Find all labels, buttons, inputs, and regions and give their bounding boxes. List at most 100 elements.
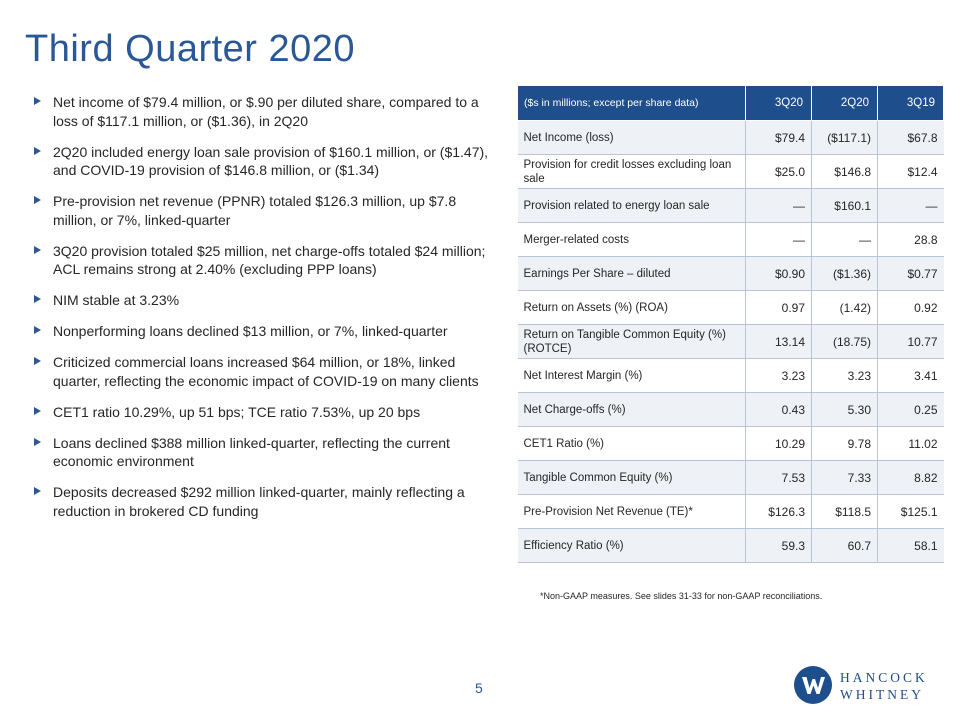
financial-summary-table: ($s in millions; except per share data) … bbox=[517, 85, 944, 563]
bullet-item: Loans declined $388 million linked-quart… bbox=[33, 434, 493, 471]
bullet-arrow-icon bbox=[34, 406, 41, 415]
bullet-text: Nonperforming loans declined $13 million… bbox=[53, 323, 448, 339]
bullet-text: 3Q20 provision totaled $25 million, net … bbox=[53, 242, 486, 278]
table-row: CET1 Ratio (%) 10.29 9.78 11.02 bbox=[517, 426, 944, 461]
cell-3q20: 59.3 bbox=[745, 528, 812, 563]
table-row: Return on Tangible Common Equity (%) (RO… bbox=[517, 324, 944, 359]
cell-3q20: 7.53 bbox=[745, 460, 812, 495]
page-number: 5 bbox=[475, 680, 483, 696]
bullet-item: Criticized commercial loans increased $6… bbox=[33, 353, 493, 390]
cell-3q19: 28.8 bbox=[877, 222, 944, 257]
cell-3q19: $0.77 bbox=[877, 256, 944, 291]
cell-3q19: $125.1 bbox=[877, 494, 944, 529]
logo-line-2: WHITNEY bbox=[840, 687, 924, 702]
table-header-2q20: 2Q20 bbox=[811, 85, 878, 121]
row-label: Return on Tangible Common Equity (%) (RO… bbox=[517, 324, 746, 359]
bullet-item: Deposits decreased $292 million linked-q… bbox=[33, 483, 493, 520]
table-row: Provision related to energy loan sale — … bbox=[517, 188, 944, 223]
table-header-row: ($s in millions; except per share data) … bbox=[517, 85, 944, 121]
row-label: Pre-Provision Net Revenue (TE)* bbox=[517, 494, 746, 529]
bullet-text: Net income of $79.4 million, or $.90 per… bbox=[53, 94, 479, 129]
cell-3q20: 13.14 bbox=[745, 324, 812, 359]
cell-2q20: ($117.1) bbox=[811, 120, 878, 155]
bullet-item: Pre-provision net revenue (PPNR) totaled… bbox=[33, 192, 493, 229]
table-row: Net Charge-offs (%) 0.43 5.30 0.25 bbox=[517, 392, 944, 427]
cell-3q20: 0.43 bbox=[745, 392, 812, 427]
row-label: Net Interest Margin (%) bbox=[517, 358, 746, 393]
cell-2q20: $160.1 bbox=[811, 188, 878, 223]
cell-3q20: $126.3 bbox=[745, 494, 812, 529]
bullet-arrow-icon bbox=[34, 326, 41, 334]
logo-line-1: HANCOCK bbox=[840, 670, 928, 685]
bullet-text: 2Q20 included energy loan sale provision… bbox=[53, 143, 489, 179]
cell-2q20: 5.30 bbox=[811, 392, 878, 427]
cell-3q20: $25.0 bbox=[745, 154, 812, 189]
cell-3q20: $79.4 bbox=[745, 120, 812, 155]
table-header-3q20: 3Q20 bbox=[745, 85, 812, 121]
cell-2q20: $146.8 bbox=[811, 154, 878, 189]
cell-3q19: — bbox=[877, 188, 944, 223]
cell-2q20: 3.23 bbox=[811, 358, 878, 393]
cell-2q20: 60.7 bbox=[811, 528, 878, 563]
bullet-arrow-icon bbox=[34, 196, 41, 204]
cell-2q20: 9.78 bbox=[811, 426, 878, 461]
bullet-item: 2Q20 included energy loan sale provision… bbox=[33, 143, 493, 180]
row-label: Provision related to energy loan sale bbox=[517, 188, 746, 223]
bullet-arrow-icon bbox=[34, 295, 41, 303]
table-header-3q19: 3Q19 bbox=[877, 85, 944, 121]
bullet-text: Deposits decreased $292 million linked-q… bbox=[53, 484, 465, 519]
cell-3q20: 0.97 bbox=[745, 290, 812, 325]
cell-2q20: ($1.36) bbox=[811, 256, 878, 291]
cell-2q20: $118.5 bbox=[811, 494, 878, 529]
cell-3q19: $67.8 bbox=[877, 120, 944, 155]
cell-3q19: $12.4 bbox=[877, 154, 944, 189]
row-label: Efficiency Ratio (%) bbox=[517, 528, 746, 563]
table-row: Net Interest Margin (%) 3.23 3.23 3.41 bbox=[517, 358, 944, 393]
bullet-arrow-icon bbox=[34, 146, 41, 155]
table-row: Return on Assets (%) (ROA) 0.97 (1.42) 0… bbox=[517, 290, 944, 325]
cell-2q20: (18.75) bbox=[811, 324, 878, 359]
cell-3q20: 10.29 bbox=[745, 426, 812, 461]
cell-3q19: 0.25 bbox=[877, 392, 944, 427]
page-title: Third Quarter 2020 bbox=[25, 28, 356, 70]
cell-3q20: — bbox=[745, 222, 812, 257]
cell-3q19: 0.92 bbox=[877, 290, 944, 325]
cell-3q20: — bbox=[745, 188, 812, 223]
cell-3q19: 11.02 bbox=[877, 426, 944, 461]
company-logo: HANCOCK WHITNEY bbox=[794, 664, 944, 708]
bullet-text: CET1 ratio 10.29%, up 51 bps; TCE ratio … bbox=[53, 403, 421, 420]
cell-3q19: 58.1 bbox=[877, 528, 944, 563]
bullet-arrow-icon bbox=[34, 245, 41, 254]
bullet-arrow-icon bbox=[34, 487, 41, 495]
table-row: Tangible Common Equity (%) 7.53 7.33 8.8… bbox=[517, 460, 944, 495]
cell-2q20: (1.42) bbox=[811, 290, 878, 325]
cell-3q19: 3.41 bbox=[877, 358, 944, 393]
row-label: Return on Assets (%) (ROA) bbox=[517, 290, 746, 325]
cell-3q20: $0.90 bbox=[745, 256, 812, 291]
bullet-text: Pre-provision net revenue (PPNR) totaled… bbox=[53, 193, 457, 228]
row-label: Earnings Per Share – diluted bbox=[517, 256, 746, 291]
row-label: Merger-related costs bbox=[517, 222, 746, 257]
cell-3q20: 3.23 bbox=[745, 358, 812, 393]
bullet-item: NIM stable at 3.23% bbox=[33, 291, 493, 310]
cell-2q20: 7.33 bbox=[811, 460, 878, 495]
table-row: Net Income (loss) $79.4 ($117.1) $67.8 bbox=[517, 120, 944, 155]
bullet-item: Nonperforming loans declined $13 million… bbox=[33, 322, 493, 341]
cell-3q19: 10.77 bbox=[877, 324, 944, 359]
table-row: Earnings Per Share – diluted $0.90 ($1.3… bbox=[517, 256, 944, 291]
hancock-whitney-w-logo-icon bbox=[794, 666, 832, 704]
bullet-arrow-icon bbox=[34, 437, 41, 446]
row-label: CET1 Ratio (%) bbox=[517, 426, 746, 461]
table-row: Efficiency Ratio (%) 59.3 60.7 58.1 bbox=[517, 528, 944, 563]
row-label: Net Income (loss) bbox=[517, 120, 746, 155]
table-row: Pre-Provision Net Revenue (TE)* $126.3 $… bbox=[517, 494, 944, 529]
bullet-text: NIM stable at 3.23% bbox=[53, 292, 180, 308]
table-row: Merger-related costs — — 28.8 bbox=[517, 222, 944, 257]
row-label: Net Charge-offs (%) bbox=[517, 392, 746, 427]
bullet-item: 3Q20 provision totaled $25 million, net … bbox=[33, 242, 493, 279]
bullet-item: CET1 ratio 10.29%, up 51 bps; TCE ratio … bbox=[33, 403, 493, 422]
footnote: *Non-GAAP measures. See slides 31-33 for… bbox=[540, 591, 823, 601]
row-label: Tangible Common Equity (%) bbox=[517, 460, 746, 495]
table-row: Provision for credit losses excluding lo… bbox=[517, 154, 944, 189]
cell-2q20: — bbox=[811, 222, 878, 257]
